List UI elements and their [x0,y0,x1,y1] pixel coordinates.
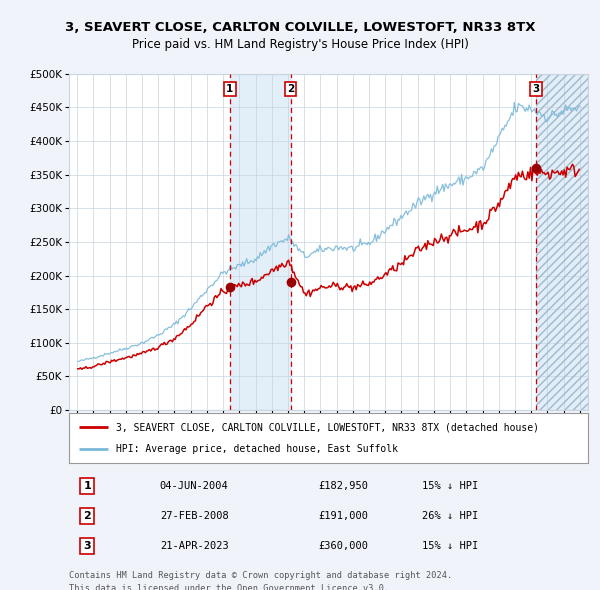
Text: 21-APR-2023: 21-APR-2023 [160,542,229,551]
Text: 2: 2 [287,84,294,94]
Text: 3: 3 [533,84,540,94]
Text: This data is licensed under the Open Government Licence v3.0.: This data is licensed under the Open Gov… [69,584,389,590]
Text: 26% ↓ HPI: 26% ↓ HPI [422,512,478,521]
Text: 1: 1 [83,481,91,491]
Text: 2: 2 [83,512,91,521]
Text: Price paid vs. HM Land Registry's House Price Index (HPI): Price paid vs. HM Land Registry's House … [131,38,469,51]
Text: £360,000: £360,000 [318,542,368,551]
Text: 15% ↓ HPI: 15% ↓ HPI [422,542,478,551]
Text: 15% ↓ HPI: 15% ↓ HPI [422,481,478,491]
Text: Contains HM Land Registry data © Crown copyright and database right 2024.: Contains HM Land Registry data © Crown c… [69,571,452,580]
Bar [536,74,588,410]
Text: £191,000: £191,000 [318,512,368,521]
Bar [536,74,588,410]
Bar [230,74,290,410]
Text: HPI: Average price, detached house, East Suffolk: HPI: Average price, detached house, East… [116,444,398,454]
Text: 1: 1 [226,84,233,94]
Text: 04-JUN-2004: 04-JUN-2004 [160,481,229,491]
Text: 3, SEAVERT CLOSE, CARLTON COLVILLE, LOWESTOFT, NR33 8TX: 3, SEAVERT CLOSE, CARLTON COLVILLE, LOWE… [65,21,535,34]
Text: 27-FEB-2008: 27-FEB-2008 [160,512,229,521]
Text: 3, SEAVERT CLOSE, CARLTON COLVILLE, LOWESTOFT, NR33 8TX (detached house): 3, SEAVERT CLOSE, CARLTON COLVILLE, LOWE… [116,422,539,432]
Text: 3: 3 [83,542,91,551]
Text: £182,950: £182,950 [318,481,368,491]
